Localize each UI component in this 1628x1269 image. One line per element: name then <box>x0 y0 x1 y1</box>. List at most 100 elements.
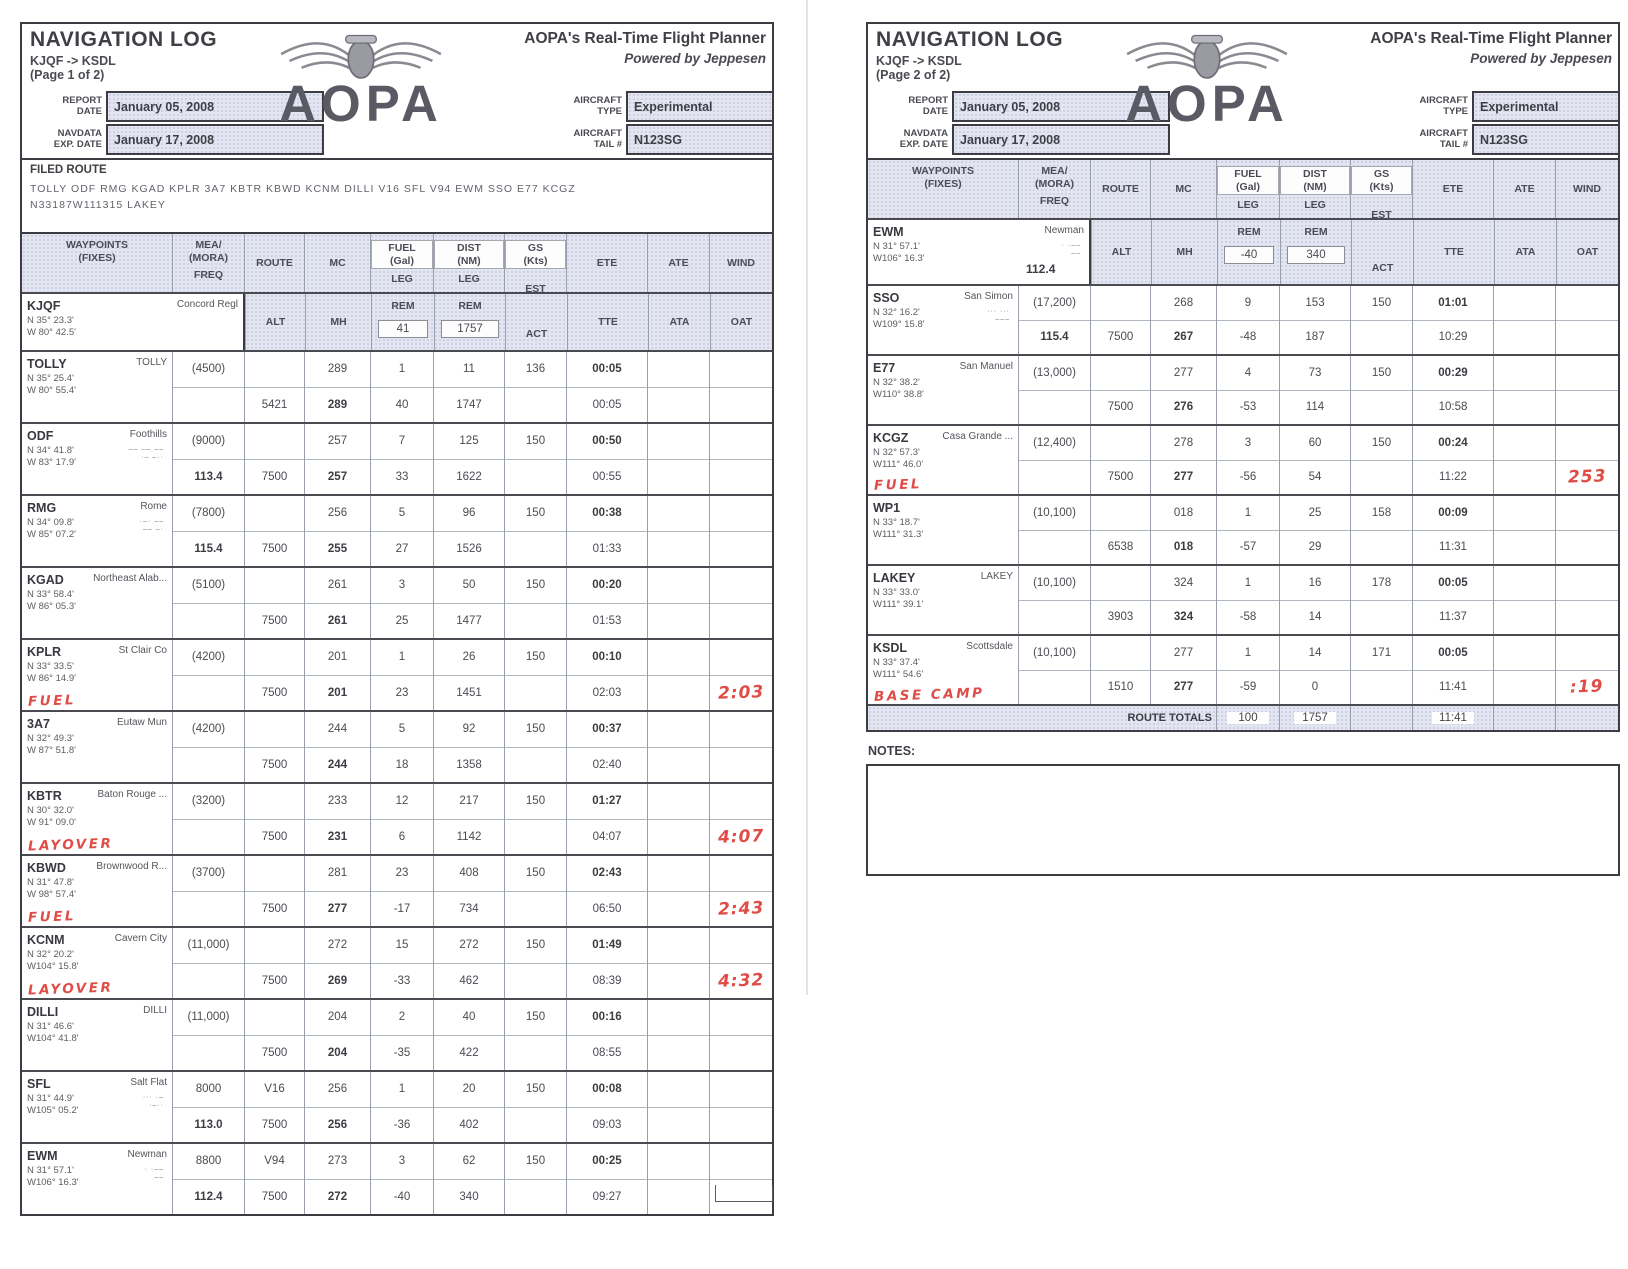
waypoint-lon: W 86° 14.9' <box>27 673 76 685</box>
ate-ata-cell <box>647 784 709 854</box>
waypoint-id: KCGZ <box>873 431 909 445</box>
aircraft-type-label: AIRCRAFT TYPE <box>1419 95 1468 117</box>
mea-freq-cell: (3200) <box>172 784 244 854</box>
ete-tte-cell: 00:29 10:58 <box>1412 356 1493 424</box>
mc-mh-cell: 277 276 <box>1150 356 1216 424</box>
gs-cell: 150 <box>1350 286 1412 354</box>
morse-code-icon: –– –– –– ·– –·· <box>128 446 164 462</box>
filed-route-label: FILED ROUTE <box>30 164 107 176</box>
waypoint-lat: N 32° 57.3' <box>873 447 920 458</box>
waypoint-name: Casa Grande ... <box>942 431 1013 442</box>
waypoint-id: ODF <box>27 429 54 443</box>
mea-freq-cell: (13,000) <box>1018 356 1090 424</box>
waypoint-row: KBWD Brownwood R... N 31° 47.8' W 98° 57… <box>22 854 772 926</box>
mea-freq-cell: (9000) 113.4 <box>172 424 244 494</box>
wind-oat-cell <box>709 352 772 422</box>
ete-tte-cell: 00:37 02:40 <box>566 712 647 782</box>
mc-mh-cell: 256 256 <box>304 1072 370 1142</box>
planner-block: AOPA's Real-Time Flight Planner Powered … <box>1370 30 1612 66</box>
waypoint-lat: N 33° 33.0' <box>873 587 920 598</box>
ete-tte-cell: 00:10 02:03 <box>566 640 647 710</box>
fuel-cell: 1 23 <box>370 640 433 710</box>
waypoint-cell: RMG Rome N 34° 09.8' W 85° 07.2' ·–· –– … <box>22 496 172 566</box>
ate-ata-cell <box>647 712 709 782</box>
dist-cell: 217 1142 <box>433 784 504 854</box>
filed-route-text: TOLLY ODF RMG KGAD KPLR 3A7 KBTR KBWD KC… <box>30 183 576 211</box>
aopa-wordmark: AOPA <box>279 75 443 132</box>
tail-number-label: AIRCRAFT TAIL # <box>1419 128 1468 150</box>
waypoint-cell: KCGZ Casa Grande ... N 32° 57.3' W111° 4… <box>868 426 1018 494</box>
ate-ata-cell <box>647 568 709 638</box>
waypoint-id: TOLLY <box>27 357 67 371</box>
nav-log-page-2: NAVIGATION LOG KJQF -> KSDL (Page 2 of 2… <box>866 22 1620 876</box>
handwritten-note: LAYOVER <box>27 835 114 855</box>
gs-cell: 171 <box>1350 636 1412 704</box>
waypoint-name: San Simon <box>964 291 1013 302</box>
page-number: (Page 1 of 2) <box>30 68 105 82</box>
page2-header: NAVIGATION LOG KJQF -> KSDL (Page 2 of 2… <box>868 24 1618 160</box>
ate-ata-cell <box>1493 566 1555 634</box>
route-alt-cell: 7500 <box>244 1000 304 1070</box>
dist-cell: 125 1622 <box>433 424 504 494</box>
route-alt-cell: 7500 <box>244 568 304 638</box>
page-title: NAVIGATION LOG <box>876 28 1064 51</box>
fuel-cell: 3 25 <box>370 568 433 638</box>
route-alt-cell: 7500 <box>244 640 304 710</box>
wind-oat-cell <box>709 1144 772 1214</box>
carryover-waypoint-row: EWM Newman N 31° 57.1' W106° 16.3' · ·––… <box>868 218 1618 284</box>
ate-ata-cell <box>647 928 709 998</box>
waypoint-id: EWM <box>27 1149 58 1163</box>
waypoint-lat: N 35° 23.3' <box>27 315 74 326</box>
tail-number-label: AIRCRAFT TAIL # <box>573 128 622 150</box>
nav-table-page1: WAYPOINTS (FIXES) MEA/(MORA) FREQ ROUTE MC… <box>22 234 772 1214</box>
fuel-cell: 5 27 <box>370 496 433 566</box>
fuel-cell: 23 -17 <box>370 856 433 926</box>
handwritten-note: FUEL <box>27 908 77 926</box>
gs-cell: 150 <box>1350 426 1412 494</box>
waypoint-lon: W 85° 07.2' <box>27 529 76 541</box>
waypoint-lat: N 32° 38.2' <box>873 377 920 388</box>
waypoint-cell: ODF Foothills N 34° 41.8' W 83° 17.9' ––… <box>22 424 172 494</box>
ate-ata-cell <box>1493 426 1555 494</box>
waypoint-name: Newman <box>1044 225 1084 236</box>
handwritten-time: 4:32 <box>717 969 765 992</box>
waypoint-row: 3A7 Eutaw Mun N 32° 49.3' W 87° 51.8' (4… <box>22 710 772 782</box>
route-alt-cell: 7500 <box>244 928 304 998</box>
gs-cell: 150 <box>504 640 566 710</box>
wind-oat-cell: 2:03 <box>709 640 772 710</box>
mea-freq-cell: (11,000) <box>172 928 244 998</box>
waypoint-name: Concord Regl <box>176 299 238 310</box>
waypoint-row: RMG Rome N 34° 09.8' W 85° 07.2' ·–· –– … <box>22 494 772 566</box>
dist-cell: 96 1526 <box>433 496 504 566</box>
mc-mh-cell: 018 018 <box>1150 496 1216 564</box>
wind-oat-cell <box>709 496 772 566</box>
waypoint-name: Cavern City <box>114 933 167 944</box>
waypoint-lon: W104° 41.8' <box>27 1033 79 1045</box>
waypoint-id: KPLR <box>27 645 62 659</box>
waypoint-id: KJQF <box>27 299 61 313</box>
waypoint-lat: N 31° 47.8' <box>27 877 74 888</box>
fuel-cell: 1 -58 <box>1216 566 1279 634</box>
fuel-remaining-start: 41 <box>378 320 428 338</box>
waypoint-lat: N 33° 18.7' <box>873 517 920 528</box>
handwritten-time: 2:03 <box>717 681 765 704</box>
route-alt-cell: 3903 <box>1090 566 1150 634</box>
waypoint-rows-page1: TOLLY TOLLY N 35° 25.4' W 80° 55.4' (450… <box>22 350 772 1214</box>
mea-freq-cell: (4200) <box>172 640 244 710</box>
ete-tte-cell: 00:20 01:53 <box>566 568 647 638</box>
waypoint-name: Newman <box>127 1149 167 1160</box>
ete-tte-cell: 00:25 09:27 <box>566 1144 647 1214</box>
ete-tte-cell: 00:16 08:55 <box>566 1000 647 1070</box>
wind-oat-cell: 253 <box>1555 426 1618 494</box>
mc-mh-cell: 273 272 <box>304 1144 370 1214</box>
fuel-cell: 1 -59 <box>1216 636 1279 704</box>
aopa-wordmark: AOPA <box>1125 75 1289 132</box>
gs-cell: 150 <box>504 1000 566 1070</box>
waypoint-id: 3A7 <box>27 717 50 731</box>
ate-ata-cell <box>1493 496 1555 564</box>
waypoint-name: San Manuel <box>959 361 1013 372</box>
route-alt-cell: 7500 <box>1090 286 1150 354</box>
waypoint-cell: SSO San Simon N 32° 16.2' W109° 15.8' ··… <box>868 286 1018 354</box>
aircraft-type-label: AIRCRAFT TYPE <box>573 95 622 117</box>
waypoint-lat: N 31° 46.6' <box>27 1021 74 1032</box>
